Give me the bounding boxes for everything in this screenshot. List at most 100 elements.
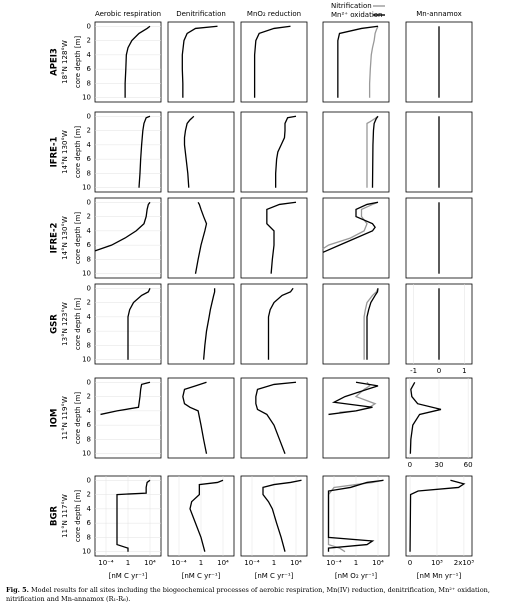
profile-line [371, 115, 379, 188]
y-axis-label: core depth [m] [74, 490, 82, 543]
x-tick-label: 10⁴ [217, 559, 229, 567]
x-axis-label: [nM C yr⁻¹] [255, 572, 294, 580]
site-location: 18°N 128°W [61, 40, 69, 84]
y-tick-label: 4 [87, 505, 92, 513]
panel-frame [94, 377, 162, 459]
profile-line [322, 201, 379, 250]
panel-frame [405, 111, 473, 193]
panel-frame [240, 111, 308, 193]
y-tick-label: 2 [87, 299, 91, 307]
y-tick-label: 10 [82, 184, 91, 192]
profile-line [202, 288, 216, 360]
y-tick-label: 0 [87, 378, 91, 386]
x-tick-label: 1 [126, 559, 130, 567]
y-tick-label: 10 [82, 270, 91, 278]
profile-line [267, 287, 294, 360]
y-tick-label: 8 [87, 533, 91, 541]
panel-frame [94, 197, 162, 279]
y-tick-label: 8 [87, 79, 91, 87]
column-title: Aerobic respiration [95, 10, 161, 18]
profile-line [337, 25, 379, 98]
y-tick-label: 10 [82, 450, 91, 458]
profile-line [127, 288, 151, 360]
y-tick-label: 2 [87, 213, 91, 221]
x-tick-label: 1 [199, 559, 203, 567]
figure: Aerobic respiration Denitrification MnO₂ r… [50, 2, 475, 580]
panel-frame [240, 197, 308, 279]
site-location: 13°N 123°W [61, 302, 69, 346]
x-tick-label: 10⁻⁴ [98, 559, 114, 567]
profile-line [189, 479, 224, 552]
panel-frame [240, 283, 308, 365]
y-tick-label: 6 [87, 155, 92, 163]
y-tick-label: 4 [87, 227, 92, 235]
panel-frame [94, 283, 162, 365]
profile-line [255, 381, 297, 454]
x-axis-label: [nM C yr⁻¹] [182, 572, 221, 580]
x-tick-label: 10⁻⁴ [171, 559, 187, 567]
profile-line [363, 288, 379, 360]
panel-frame [322, 111, 390, 193]
column-title: MnO₂ reduction [247, 10, 301, 18]
profile-line [409, 479, 466, 552]
x-tick-label: 60 [464, 461, 473, 469]
x-axis-label: [nM C yr⁻¹] [109, 572, 148, 580]
x-tick-label: 0 [437, 367, 441, 375]
y-tick-label: 2 [87, 127, 91, 135]
y-tick-label: 2 [87, 491, 91, 499]
profile-line [262, 479, 302, 552]
x-tick-label: 10⁴ [372, 559, 384, 567]
panel-frame [94, 111, 162, 193]
panel-frame [240, 377, 308, 459]
panel-frame [322, 377, 390, 459]
x-tick-label: 10⁻⁴ [326, 559, 342, 567]
site-name: IFRE-1 [50, 137, 60, 168]
y-tick-label: 2 [87, 37, 91, 45]
y-tick-label: 8 [87, 255, 91, 263]
legend-label: Nitrification [331, 2, 372, 10]
profile-line [368, 26, 379, 98]
panel-frame [322, 197, 390, 279]
caption-text: Model results for all sites including th… [6, 586, 490, 603]
y-tick-label: 4 [87, 313, 92, 321]
y-tick-label: 6 [87, 327, 92, 335]
panel-frame [167, 377, 235, 459]
y-tick-label: 8 [87, 435, 91, 443]
x-tick-label: 10⁴ [290, 559, 302, 567]
site-name: IOM [50, 409, 60, 428]
site-name: IFRE-2 [50, 223, 60, 254]
y-tick-label: 10 [82, 356, 91, 364]
y-tick-label: 10 [82, 94, 91, 102]
x-tick-label: 10⁻⁴ [244, 559, 260, 567]
y-tick-label: 6 [87, 241, 92, 249]
profile-line [183, 115, 195, 188]
y-axis-label: core depth [m] [74, 126, 82, 179]
profile-line [328, 381, 379, 416]
profile-line [181, 25, 218, 98]
site-location: 11°N 119°W [61, 396, 69, 440]
panel-frame [322, 21, 390, 103]
panel-frame [167, 197, 235, 279]
panel-frame [405, 21, 473, 103]
x-tick-label: 10³ [431, 559, 443, 567]
y-tick-label: 0 [87, 476, 91, 484]
y-tick-label: 8 [87, 341, 91, 349]
profile-line [116, 479, 151, 552]
x-tick-label: 1 [462, 367, 466, 375]
caption: Fig. 5. Model results for all sites incl… [6, 586, 524, 603]
y-axis-label: core depth [m] [74, 212, 82, 265]
y-tick-label: 4 [87, 407, 92, 415]
x-axis-label: [nM Mn yr⁻¹] [417, 572, 462, 580]
panel-frame [167, 283, 235, 365]
profile-line [366, 115, 379, 188]
profile-line [327, 479, 384, 552]
y-tick-label: 0 [87, 284, 91, 292]
site-location: 11°N 117°W [61, 494, 69, 538]
x-tick-label: 2x10³ [454, 559, 475, 567]
x-tick-label: 10⁴ [144, 559, 156, 567]
panel-frame [405, 475, 473, 557]
x-tick-label: 1 [354, 559, 358, 567]
x-tick-label: 0 [408, 461, 412, 469]
profile-line [366, 288, 379, 360]
